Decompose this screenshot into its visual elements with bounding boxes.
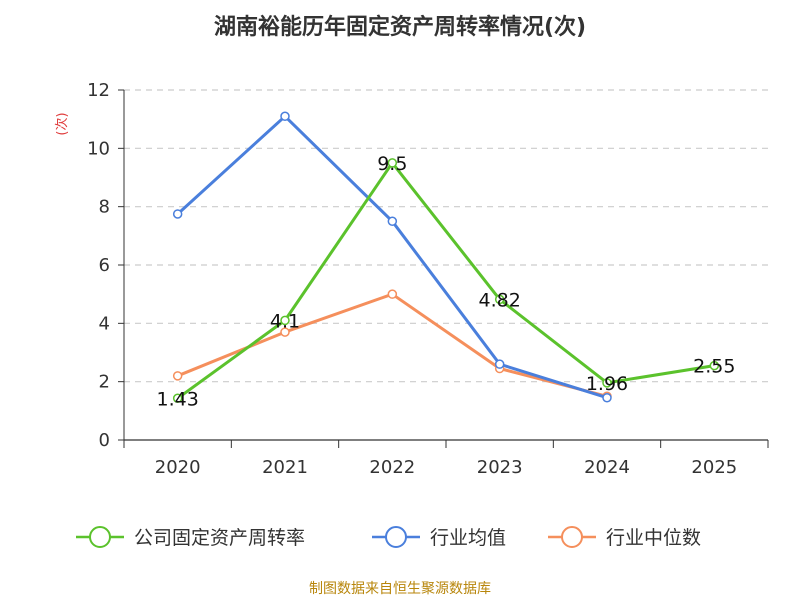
x-tick-label: 2022 — [369, 457, 415, 478]
data-point — [602, 392, 612, 403]
data-label: 4.1 — [270, 310, 300, 332]
data-point — [172, 393, 183, 404]
x-tick-label: 2020 — [155, 457, 201, 478]
data-point — [602, 378, 612, 388]
source-note: 制图数据来自恒生聚源数据库 — [309, 581, 491, 597]
legend-label: 行业中位数 — [606, 527, 701, 549]
y-tick-label: 10 — [87, 138, 110, 159]
data-label: 1.43 — [157, 388, 199, 410]
legend-item[interactable]: 公司固定资产周转率 — [76, 526, 305, 549]
data-point — [280, 111, 290, 121]
data-point — [280, 327, 290, 337]
data-point — [387, 216, 398, 226]
data-point — [494, 359, 505, 369]
y-axis-unit: (次) — [54, 112, 70, 135]
y-tick-label: 2 — [99, 372, 110, 393]
chart-title: 湖南裕能历年固定资产周转率情况(次) — [214, 14, 586, 40]
y-tick-label: 8 — [99, 197, 110, 218]
data-point — [709, 360, 720, 371]
series — [172, 111, 720, 404]
legend-item[interactable]: 行业均值 — [372, 526, 506, 549]
series-line — [176, 161, 715, 400]
x-tick-label: 2024 — [584, 457, 630, 478]
legend[interactable]: 公司固定资产周转率 行业均值 行业中位数 — [76, 526, 701, 549]
data-point — [494, 294, 505, 305]
y-tick-label: 6 — [99, 255, 110, 276]
data-point — [387, 158, 398, 168]
grid — [124, 89, 768, 383]
data-label: 9.5 — [377, 153, 407, 175]
legend-label: 行业均值 — [430, 527, 506, 549]
legend-marker — [561, 526, 583, 548]
data-point — [280, 315, 290, 326]
data-point — [387, 289, 398, 299]
legend-label: 公司固定资产周转率 — [134, 527, 305, 549]
y-tick-label: 0 — [99, 430, 110, 451]
y-tick-label: 4 — [99, 313, 110, 334]
data-point — [172, 371, 183, 381]
x-tick-label: 2023 — [477, 457, 523, 478]
x-tick-label: 2021 — [262, 457, 308, 478]
data-labels: 1.43 4.1 9.5 4.82 1.96 2.55 — [157, 153, 736, 410]
legend-item[interactable]: 行业中位数 — [548, 526, 701, 549]
x-tick-label: 2025 — [691, 457, 737, 478]
data-point — [172, 209, 183, 219]
data-label: 4.82 — [479, 289, 521, 311]
series-line — [177, 292, 608, 398]
data-label: 1.96 — [586, 373, 628, 395]
legend-marker — [89, 526, 111, 548]
y-tick-label: 12 — [87, 80, 110, 101]
data-label: 2.55 — [693, 356, 735, 378]
legend-marker — [385, 526, 407, 548]
axes: 0 2 4 6 8 10 12 2020 2021 2022 2023 2024 2025 — [87, 80, 769, 478]
